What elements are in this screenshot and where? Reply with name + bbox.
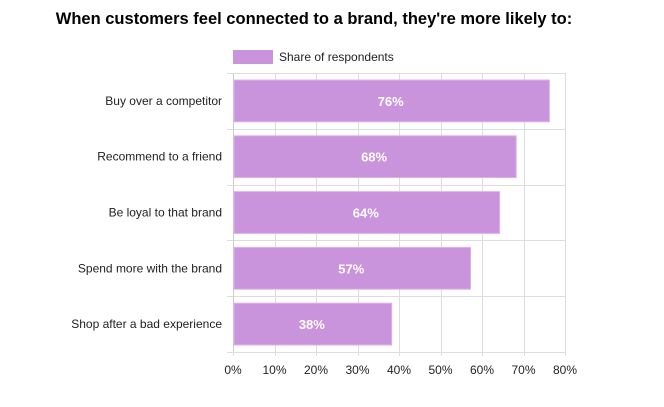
category-label: Recommend to a friend — [97, 150, 222, 164]
data-labels: 76% 68% 64% 57% 38% — [299, 94, 404, 332]
legend: Share of respondents — [233, 50, 394, 64]
category-labels: Buy over a competitor Recommend to a frie… — [71, 94, 222, 331]
x-tick-label: 80% — [553, 363, 577, 377]
bar[interactable] — [233, 191, 501, 234]
bar[interactable] — [233, 135, 517, 179]
bars — [233, 79, 550, 346]
x-tick-label: 20% — [304, 363, 328, 377]
category-label: Shop after a bad experience — [71, 317, 222, 331]
data-label: 57% — [338, 261, 364, 276]
bar[interactable] — [233, 302, 393, 346]
x-tick-label: 30% — [345, 363, 369, 377]
x-tick-label: 50% — [428, 363, 452, 377]
category-label: Buy over a competitor — [105, 94, 222, 108]
data-label: 38% — [299, 317, 325, 332]
x-tick-label: 0% — [224, 363, 242, 377]
data-label: 76% — [378, 94, 404, 109]
x-tick-labels: 0% 10% 20% 30% 40% 50% 60% 70% 80% — [224, 363, 577, 377]
category-label: Spend more with the brand — [78, 261, 222, 275]
legend-swatch — [233, 50, 273, 64]
x-tick-label: 40% — [387, 363, 411, 377]
x-tick-label: 10% — [262, 363, 286, 377]
bar[interactable] — [233, 79, 550, 123]
data-label: 68% — [361, 150, 387, 165]
x-tick-label: 60% — [470, 363, 494, 377]
chart-title: When customers feel connected to a brand… — [55, 10, 573, 28]
data-label: 64% — [353, 206, 379, 221]
x-tick-label: 70% — [511, 363, 535, 377]
bar[interactable] — [233, 246, 472, 290]
category-label: Be loyal to that brand — [109, 206, 222, 220]
legend-label: Share of respondents — [279, 50, 394, 64]
